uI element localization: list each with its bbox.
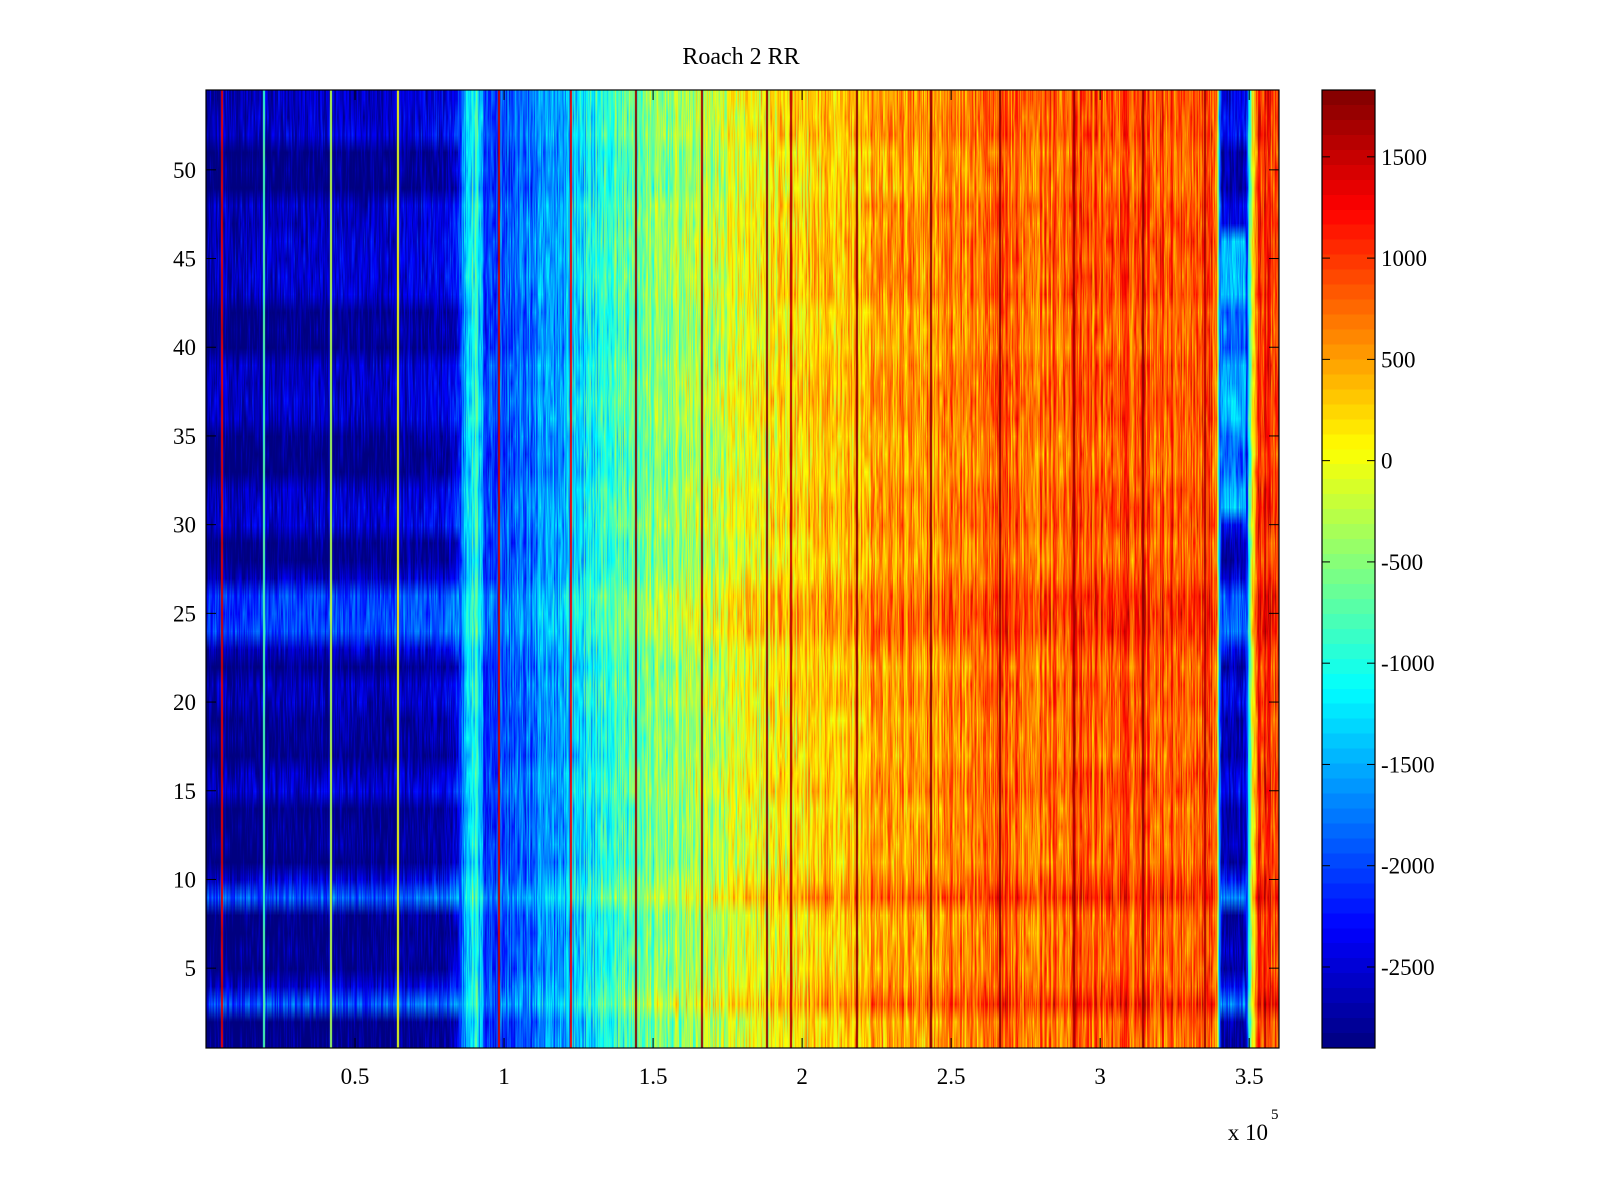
x-tick-label: 2 — [796, 1064, 808, 1089]
colorbar-gradient — [1322, 90, 1375, 1048]
x-axis: 0.5 1 1.5 2 2.5 3 3.5 — [341, 90, 1264, 1089]
colorbar-tick-label: 1500 — [1381, 145, 1427, 170]
colorbar-tick-label: -2000 — [1381, 854, 1435, 879]
colorbar-tick-label: 0 — [1381, 449, 1393, 474]
x-tick-label: 2.5 — [937, 1064, 966, 1089]
y-tick-label: 25 — [173, 601, 196, 626]
x-tick-label: 3.5 — [1235, 1064, 1264, 1089]
y-tick-label: 15 — [173, 779, 196, 804]
y-tick-label: 45 — [173, 247, 196, 272]
y-tick-label: 50 — [173, 158, 196, 183]
y-tick-label: 5 — [185, 956, 197, 981]
y-tick-label: 40 — [173, 335, 196, 360]
colorbar-tick-label: -2500 — [1381, 955, 1435, 980]
plot-frame — [205, 89, 1280, 1049]
x-exponent-label: x 10 — [1228, 1120, 1268, 1145]
x-exponent-power: 5 — [1271, 1107, 1279, 1123]
colorbar-tick-label: 1000 — [1381, 246, 1427, 271]
colorbar-tick-label: -500 — [1381, 550, 1423, 575]
chart-title: Roach 2 RR — [682, 44, 799, 70]
y-axis: 5 10 15 20 25 30 35 40 45 50 — [173, 158, 1279, 981]
colorbar-axis: -2500 -2000 -1500 -1000 -500 0 500 1000 1500 — [1322, 145, 1435, 980]
colorbar-frame — [1321, 89, 1376, 1049]
heatmap-plot: 0.5 1 1.5 2 2.5 3 3.5 5 10 15 20 25 30 35 40 45 50 — [173, 89, 1280, 1089]
colorbar-tick-label: 500 — [1381, 347, 1416, 372]
x-tick-label: 1.5 — [639, 1064, 668, 1089]
heatmap-image — [206, 90, 1279, 1048]
y-tick-label: 10 — [173, 867, 196, 892]
y-tick-label: 30 — [173, 513, 196, 538]
y-tick-label: 20 — [173, 690, 196, 715]
x-tick-label: 0.5 — [341, 1064, 370, 1089]
x-tick-label: 3 — [1094, 1064, 1106, 1089]
colorbar-tick-label: -1500 — [1381, 752, 1435, 777]
y-tick-label: 35 — [173, 424, 196, 449]
colorbar: -2500 -2000 -1500 -1000 -500 0 500 1000 1500 — [1321, 89, 1435, 1049]
colorbar-tick-label: -1000 — [1381, 651, 1435, 676]
x-tick-label: 1 — [498, 1064, 510, 1089]
